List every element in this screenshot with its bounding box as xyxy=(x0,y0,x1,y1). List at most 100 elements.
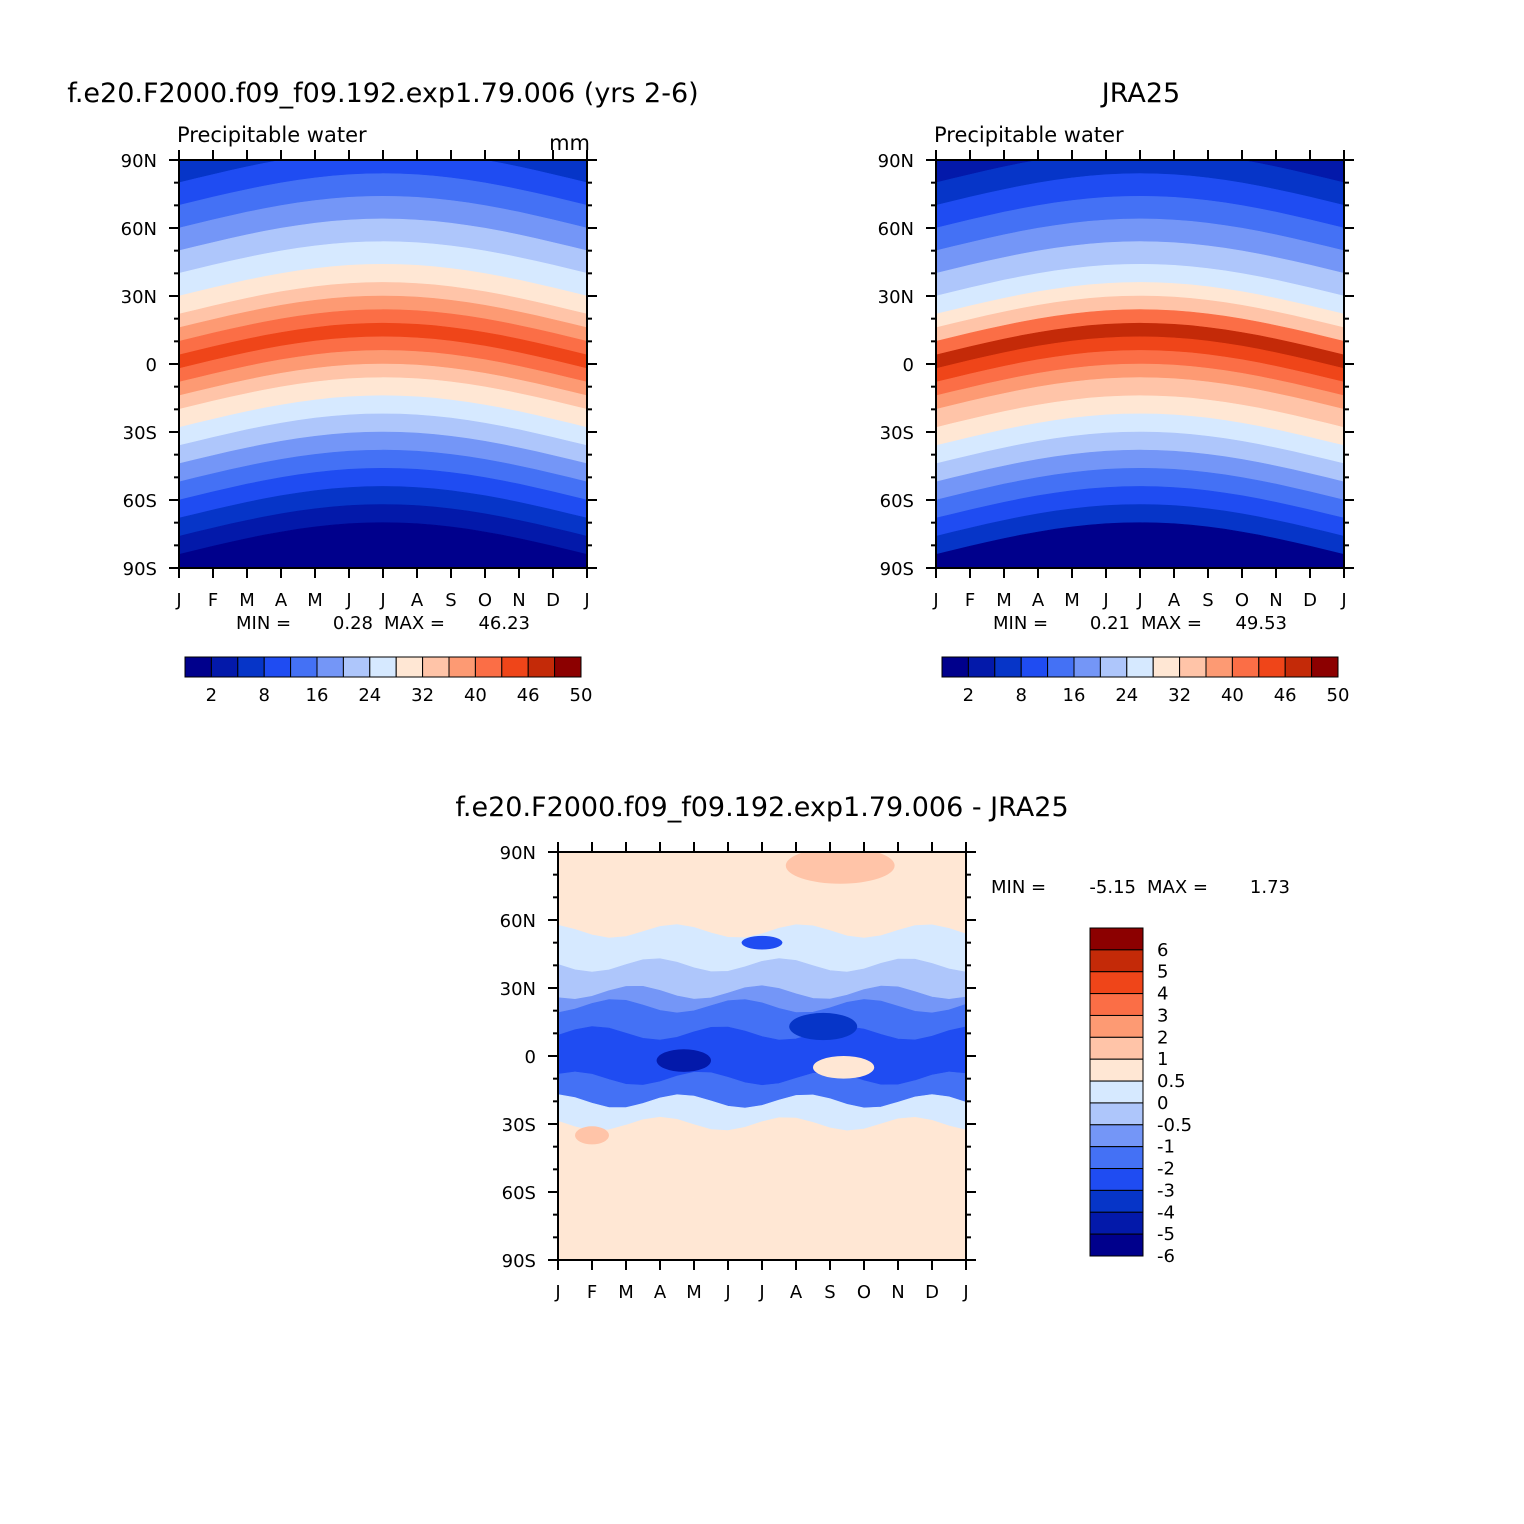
difference-contour-field xyxy=(558,852,966,1260)
colorbar-box xyxy=(1126,656,1154,678)
colorbar-label: 0.5 xyxy=(1157,1071,1186,1092)
colorbar-box xyxy=(1089,1146,1144,1170)
x-tick-label: J xyxy=(345,590,351,611)
model-max-label: MAX = xyxy=(384,613,445,634)
contour-band xyxy=(936,522,1344,568)
colorbar-label: 24 xyxy=(358,685,381,706)
x-tick-label: J xyxy=(1102,590,1108,611)
colorbar-box xyxy=(422,656,450,678)
colorbar-box xyxy=(1258,656,1286,678)
colorbar-box xyxy=(554,656,582,678)
colorbar-box xyxy=(263,656,292,678)
y-tick-label: 30S xyxy=(502,1115,536,1136)
x-tick-label: A xyxy=(1168,590,1181,611)
contour-feature xyxy=(785,852,895,884)
colorbar-label: 2 xyxy=(206,685,217,706)
colorbar-label: 3 xyxy=(1157,1005,1168,1026)
x-tick-label: D xyxy=(1303,590,1317,611)
colorbar-box xyxy=(1089,1168,1144,1191)
x-tick-label: N xyxy=(512,590,525,611)
x-tick-label: M xyxy=(1064,590,1080,611)
x-tick-label: J xyxy=(724,1282,730,1303)
colorbar-box xyxy=(1231,656,1260,678)
x-tick-label: O xyxy=(1235,590,1249,611)
jra25-colorbar: 2 8 16 24 32 40 46 50 xyxy=(941,656,1350,706)
jra25-panel: JRA25 Precipitable water J F M A M J J A S O N D J90… xyxy=(878,78,1354,706)
colorbar-label: -2 xyxy=(1157,1159,1175,1180)
x-tick-label: O xyxy=(857,1282,871,1303)
x-tick-label: F xyxy=(965,590,975,611)
colorbar-label: -6 xyxy=(1157,1246,1175,1267)
colorbar-box xyxy=(1073,656,1101,678)
x-tick-label: A xyxy=(1032,590,1045,611)
colorbar-box xyxy=(1089,1124,1144,1148)
colorbar-box xyxy=(1152,656,1181,678)
colorbar-label: -4 xyxy=(1157,1202,1175,1223)
colorbar-box xyxy=(395,656,424,678)
model-colorbar: 2 8 16 24 32 40 46 50 xyxy=(184,656,593,706)
x-tick-label: M xyxy=(618,1282,634,1303)
colorbar-label: 6 xyxy=(1157,940,1168,961)
x-tick-label: A xyxy=(275,590,288,611)
x-tick-label: M xyxy=(686,1282,702,1303)
colorbar-box xyxy=(1284,656,1313,678)
y-tick-label: 60S xyxy=(502,1183,536,1204)
colorbar-box xyxy=(941,656,969,678)
colorbar-box xyxy=(1089,1014,1144,1038)
colorbar-label: 32 xyxy=(411,685,434,706)
colorbar-label: 16 xyxy=(1063,685,1086,706)
x-tick-label: F xyxy=(208,590,218,611)
colorbar-label: -3 xyxy=(1157,1180,1175,1201)
colorbar-label: 50 xyxy=(1327,685,1350,706)
colorbar-box xyxy=(1089,1189,1144,1213)
colorbar-box xyxy=(1089,971,1144,995)
colorbar-label: 46 xyxy=(1274,685,1297,706)
contour-band xyxy=(179,160,587,184)
colorbar-box xyxy=(1089,949,1144,973)
x-tick-label: N xyxy=(891,1282,904,1303)
x-tick-label: S xyxy=(1202,590,1213,611)
colorbar-box xyxy=(1020,656,1049,678)
colorbar-box xyxy=(184,656,212,678)
colorbar-box xyxy=(1099,656,1128,678)
colorbar-label: 4 xyxy=(1157,984,1168,1005)
model-min-value: 0.28 xyxy=(333,613,373,634)
colorbar-box xyxy=(448,656,476,678)
colorbar-label: 1 xyxy=(1157,1049,1168,1070)
x-tick-label: J xyxy=(583,590,589,611)
contour-band xyxy=(558,852,966,905)
contour-band xyxy=(179,522,587,568)
colorbar-box xyxy=(994,656,1022,678)
colorbar-box xyxy=(316,656,344,678)
x-tick-label: J xyxy=(554,1282,560,1303)
y-tick-label: 30S xyxy=(123,423,157,444)
colorbar-label: 24 xyxy=(1115,685,1138,706)
colorbar-label: 32 xyxy=(1168,685,1191,706)
x-tick-label: M xyxy=(239,590,255,611)
jra25-subtitle: Precipitable water xyxy=(934,123,1124,147)
x-tick-label: J xyxy=(379,590,385,611)
difference-max-label: MAX = xyxy=(1147,877,1208,898)
y-tick-label: 0 xyxy=(903,355,914,376)
x-tick-label: J xyxy=(1340,590,1346,611)
y-tick-label: 30N xyxy=(121,287,157,308)
x-tick-label: J xyxy=(962,1282,968,1303)
colorbar-label: -0.5 xyxy=(1157,1115,1192,1136)
x-tick-label: M xyxy=(996,590,1012,611)
colorbar-label: 40 xyxy=(464,685,487,706)
model-subtitle: Precipitable water xyxy=(177,123,367,147)
colorbar-box xyxy=(1311,656,1339,678)
x-tick-label: O xyxy=(478,590,492,611)
colorbar-box xyxy=(1089,1036,1144,1060)
jra25-title: JRA25 xyxy=(1100,78,1180,109)
colorbar-box xyxy=(1205,656,1233,678)
difference-max-value: 1.73 xyxy=(1250,877,1290,898)
y-tick-label: 60N xyxy=(500,911,536,932)
colorbar-label: 50 xyxy=(570,685,593,706)
colorbar-label: 16 xyxy=(306,685,329,706)
colorbar-box xyxy=(210,656,239,678)
x-tick-label: S xyxy=(445,590,456,611)
colorbar-box xyxy=(1089,1211,1144,1235)
